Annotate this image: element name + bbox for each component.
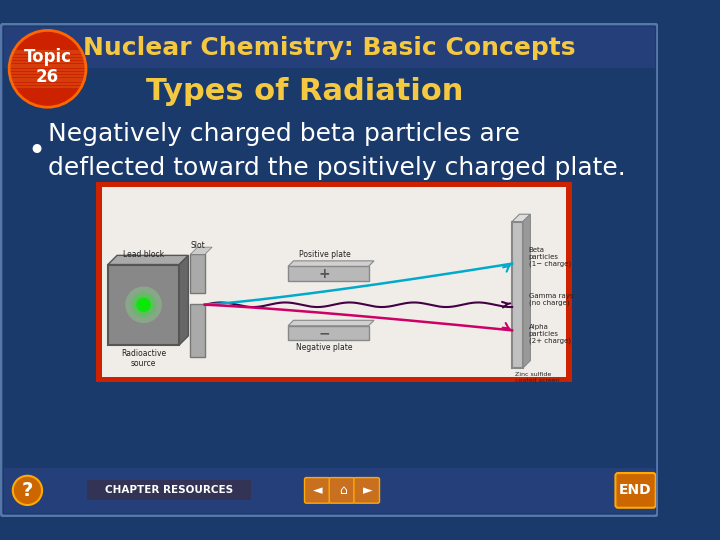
Text: Lead block: Lead block	[123, 250, 164, 259]
Text: Beta
particles
(1− charge): Beta particles (1− charge)	[528, 247, 571, 267]
FancyBboxPatch shape	[190, 304, 204, 357]
Text: Positive plate: Positive plate	[299, 250, 351, 259]
Text: ◄: ◄	[313, 484, 323, 497]
FancyBboxPatch shape	[4, 27, 654, 69]
Text: Slot: Slot	[190, 241, 205, 250]
Polygon shape	[512, 214, 531, 221]
FancyBboxPatch shape	[190, 254, 204, 293]
Text: •: •	[27, 137, 45, 166]
FancyBboxPatch shape	[4, 68, 654, 110]
FancyBboxPatch shape	[616, 473, 656, 508]
FancyBboxPatch shape	[329, 477, 355, 503]
Text: Zinc sulfide
coated screen: Zinc sulfide coated screen	[515, 373, 559, 383]
Text: −: −	[319, 326, 330, 340]
Text: END: END	[619, 483, 652, 497]
Polygon shape	[179, 255, 189, 345]
Polygon shape	[288, 261, 374, 266]
Text: Gamma rays
(no charge): Gamma rays (no charge)	[528, 293, 573, 306]
Circle shape	[125, 286, 162, 323]
Text: CHAPTER RESOURCES: CHAPTER RESOURCES	[105, 485, 233, 495]
Text: Topic
26: Topic 26	[24, 48, 71, 86]
Text: +: +	[319, 267, 330, 281]
Text: Negative plate: Negative plate	[297, 343, 353, 352]
Polygon shape	[190, 247, 212, 254]
Text: Nuclear Chemistry: Basic Concepts: Nuclear Chemistry: Basic Concepts	[83, 36, 575, 60]
Text: Alpha
particles
(2+ charge): Alpha particles (2+ charge)	[528, 324, 570, 345]
Polygon shape	[288, 320, 374, 326]
Text: ►: ►	[363, 484, 372, 497]
FancyBboxPatch shape	[288, 326, 369, 340]
FancyBboxPatch shape	[102, 187, 566, 377]
FancyBboxPatch shape	[96, 182, 572, 382]
Text: Types of Radiation: Types of Radiation	[146, 77, 464, 106]
FancyBboxPatch shape	[354, 477, 379, 503]
FancyBboxPatch shape	[4, 468, 654, 513]
Polygon shape	[523, 214, 531, 368]
Circle shape	[136, 298, 151, 312]
FancyBboxPatch shape	[288, 266, 369, 281]
Circle shape	[13, 476, 42, 505]
FancyBboxPatch shape	[512, 221, 523, 368]
Text: Negatively charged beta particles are
deflected toward the positively charged pl: Negatively charged beta particles are de…	[48, 123, 625, 180]
FancyBboxPatch shape	[87, 480, 251, 501]
Text: ?: ?	[22, 481, 33, 500]
Text: ⌂: ⌂	[339, 484, 347, 497]
Circle shape	[131, 292, 156, 318]
FancyBboxPatch shape	[305, 477, 330, 503]
FancyBboxPatch shape	[0, 23, 658, 517]
Circle shape	[9, 30, 86, 107]
Polygon shape	[108, 255, 189, 265]
Text: Radioactive
source: Radioactive source	[121, 349, 166, 368]
FancyBboxPatch shape	[108, 265, 179, 345]
